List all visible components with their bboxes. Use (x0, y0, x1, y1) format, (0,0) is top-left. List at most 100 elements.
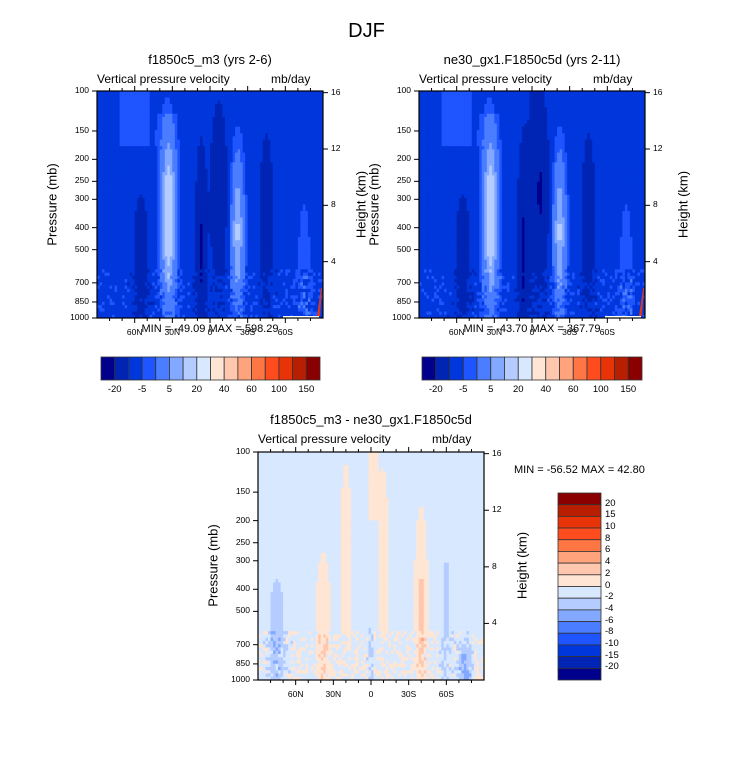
field-cell (147, 94, 151, 98)
field-cell (187, 282, 191, 286)
field-cell (240, 311, 244, 316)
field-cell (227, 113, 231, 118)
field-cell (124, 175, 128, 179)
field-cell (117, 107, 120, 111)
field-cell (272, 240, 276, 244)
field-cell (194, 107, 198, 111)
field-cell (114, 103, 118, 108)
field-cell (174, 175, 178, 179)
field-cell (245, 181, 249, 186)
field-cell (197, 305, 201, 309)
field-cell (260, 139, 264, 144)
field-cell (184, 279, 188, 283)
field-cell (169, 149, 173, 154)
field-cell (119, 233, 123, 238)
field-cell (220, 279, 223, 283)
field-cell (97, 301, 100, 306)
field-cell (162, 113, 166, 118)
field-cell (240, 256, 244, 261)
field-cell (139, 191, 143, 196)
field-cell (230, 272, 233, 277)
field-cell (129, 220, 133, 225)
field-cell (230, 159, 233, 163)
field-cell (169, 259, 173, 264)
field-cell (177, 94, 181, 98)
field-cell (117, 301, 120, 306)
field-cell (199, 100, 203, 105)
field-cell (144, 168, 148, 173)
field-cell (129, 253, 133, 257)
field-cell (227, 266, 231, 270)
field-cell (167, 292, 171, 296)
field-cell (154, 249, 158, 254)
field-cell (272, 204, 276, 209)
field-cell (262, 217, 266, 222)
field-cell (132, 292, 136, 296)
field-cell (157, 94, 161, 98)
field-cell (157, 295, 161, 299)
field-cell (147, 198, 151, 202)
field-cell (147, 159, 151, 163)
field-cell (197, 288, 201, 293)
field-cell (112, 113, 115, 118)
field-cell (232, 220, 236, 225)
field-cell (119, 308, 123, 312)
field-cell (189, 201, 193, 205)
field-cell (204, 91, 208, 95)
field-cell (242, 207, 246, 212)
field-cell (119, 120, 123, 124)
field-cell (204, 259, 208, 264)
field-cell (142, 207, 146, 212)
field-cell (194, 139, 198, 144)
field-cell (119, 191, 123, 196)
field-cell (119, 246, 123, 251)
field-cell (184, 139, 188, 144)
field-cell (144, 201, 148, 205)
field-cell (164, 292, 168, 296)
field-cell (210, 243, 213, 248)
field-cell (182, 185, 186, 189)
field-cell (217, 305, 221, 309)
field-cell (187, 220, 191, 225)
field-cell (112, 136, 115, 141)
field-cell (162, 194, 166, 199)
field-cell (217, 262, 221, 267)
field-cell (194, 285, 198, 290)
field-cell (132, 243, 136, 248)
field-cell (139, 308, 143, 312)
field-cell (215, 120, 218, 124)
field-cell (210, 266, 213, 270)
field-cell (172, 275, 176, 280)
field-cell (227, 256, 231, 261)
field-cell (102, 136, 105, 141)
field-cell (189, 107, 193, 111)
field-cell (129, 136, 133, 141)
field-cell (222, 188, 226, 192)
field-cell (167, 191, 171, 196)
field-cell (127, 159, 131, 163)
field-cell (235, 243, 239, 248)
field-cell (129, 146, 133, 150)
field-cell (194, 230, 198, 235)
field-cell (270, 295, 274, 299)
field-cell (139, 113, 143, 118)
field-cell (174, 172, 178, 176)
field-cell (237, 188, 241, 192)
field-cell (230, 116, 233, 121)
field-cell (272, 305, 276, 309)
field-cell (242, 146, 246, 150)
field-cell (230, 259, 233, 264)
field-cell (109, 123, 113, 128)
field-cell (212, 188, 216, 192)
field-cell (207, 110, 211, 115)
field-cell (197, 285, 201, 290)
field-cell (272, 165, 276, 170)
field-cell (139, 249, 143, 254)
field-cell (202, 292, 206, 296)
field-cell (147, 295, 151, 299)
field-cell (134, 236, 138, 241)
field-cell (139, 94, 143, 98)
field-cell (167, 207, 171, 212)
field-cell (99, 259, 103, 264)
field-cell (102, 175, 105, 179)
